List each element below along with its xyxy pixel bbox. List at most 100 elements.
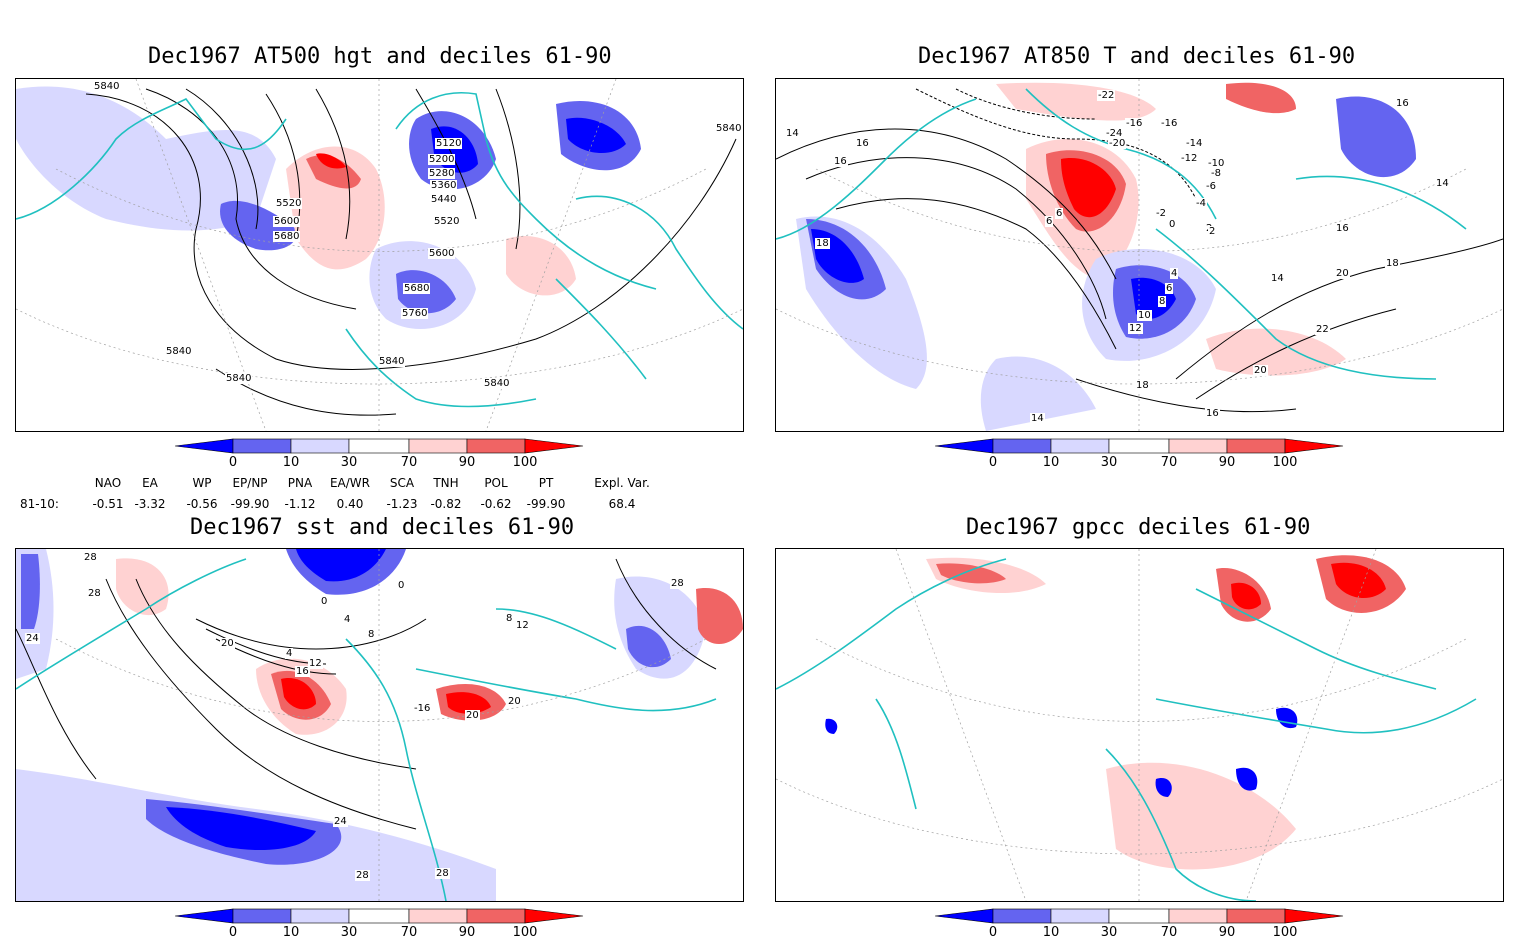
contour-label: 28	[670, 578, 685, 589]
contour-label: 4	[343, 614, 352, 625]
colorbar-label: 100	[1272, 455, 1298, 470]
colorbar-label: 10	[282, 925, 300, 940]
contour-label: -22	[1097, 90, 1116, 101]
contour-label: 20	[465, 710, 480, 721]
colorbar-segment	[348, 908, 410, 924]
colorbar-label: 100	[512, 925, 538, 940]
panel-title-hgt500: Dec1967 AT500 hgt and deciles 61-90	[148, 44, 612, 69]
contour-label: 5520	[433, 216, 461, 227]
contour-label: -8	[1210, 168, 1222, 179]
colorbar-label: 30	[340, 455, 358, 470]
blob-red-center-core	[281, 678, 316, 710]
blob-blue-2	[1276, 707, 1298, 729]
index-header: POL	[484, 476, 508, 490]
contour-label: 0	[397, 580, 406, 591]
colorbar-arrow-high	[524, 908, 584, 924]
contour-label: 28	[355, 870, 370, 881]
contour-label: 16	[295, 666, 310, 677]
colorbar-label: 90	[458, 925, 476, 940]
contour-label: -14	[1185, 138, 1204, 149]
colorbar-segment	[408, 908, 468, 924]
blob-red-south-light	[1106, 762, 1296, 870]
contour-label: 20	[1253, 365, 1268, 376]
blob-blue-south	[980, 356, 1096, 431]
blob-red-mid	[306, 155, 361, 189]
blob-red-north	[996, 82, 1156, 121]
contour-label: 20	[220, 638, 235, 649]
graticule	[16, 79, 743, 431]
blob-blue-4	[1155, 778, 1172, 797]
colorbar-segment	[232, 438, 292, 454]
index-header: PNA	[287, 476, 313, 490]
contour-label: 8	[505, 613, 514, 624]
colorbar-label: 70	[400, 925, 418, 940]
contour-label: 28	[83, 552, 98, 563]
contour-label: 22	[1315, 324, 1330, 335]
contour-label: 5680	[273, 231, 301, 242]
contour-label: 12	[1128, 323, 1143, 334]
blob-red-center-core	[1061, 158, 1116, 218]
contour-label: 18	[1135, 380, 1150, 391]
contour-label: 6	[1165, 283, 1174, 294]
index-value: -0.51	[92, 497, 124, 511]
colorbar-arrow-high	[524, 438, 584, 454]
index-header: SCA	[389, 476, 415, 490]
colorbar-label: 30	[340, 925, 358, 940]
colorbar-4: 0 10 30 70 90 100	[935, 908, 1355, 948]
colorbar-arrow-low	[935, 908, 994, 924]
index-header: EA	[142, 476, 158, 490]
colorbar-segment	[1108, 908, 1170, 924]
contour-label: -4	[1195, 198, 1207, 209]
contour-label: 5840	[715, 123, 743, 134]
colorbar-segment	[992, 438, 1052, 454]
blob-blue-east	[1336, 96, 1416, 178]
colorbar-label: 90	[1218, 925, 1236, 940]
index-value: 68.4	[608, 497, 636, 511]
blob-blue-light	[16, 86, 276, 231]
colorbar-segment	[1168, 438, 1228, 454]
colorbar-svg	[935, 438, 1344, 454]
contour-label: 14	[1435, 178, 1450, 189]
blob-red-dark	[316, 153, 346, 169]
contour-label: 20	[1335, 268, 1350, 279]
contour-label: 8	[367, 629, 376, 640]
colorbar-label: 30	[1100, 925, 1118, 940]
index-value: -3.32	[134, 497, 166, 511]
colorbar-label: 90	[1218, 455, 1236, 470]
colorbar-segment	[466, 438, 526, 454]
contour-label: -16	[1160, 118, 1179, 129]
colorbar-segment	[1050, 908, 1110, 924]
contour-label: 6	[1055, 208, 1064, 219]
contour-label: 5200	[428, 154, 456, 165]
panel-title-t850: Dec1967 AT850 T and deciles 61-90	[918, 44, 1356, 69]
contour-label: 5600	[428, 248, 456, 259]
blob-blue-south-core	[166, 807, 316, 851]
contour-label: 5440	[430, 194, 458, 205]
colorbar-arrow-high	[1284, 438, 1344, 454]
index-header: EP/NP	[232, 476, 268, 490]
contour-label: -6	[1205, 181, 1217, 192]
contour-label: 14	[785, 128, 800, 139]
contour-label: 0	[1168, 219, 1177, 230]
index-value: -1.23	[386, 497, 418, 511]
coastlines	[776, 558, 1477, 901]
colorbar-2: 0 10 30 70 90 100	[935, 438, 1355, 478]
contour-label: -2	[1155, 208, 1167, 219]
index-value: -99.90	[526, 497, 566, 511]
map-gpcc-svg	[776, 549, 1503, 901]
colorbar-label: 0	[228, 925, 238, 940]
colorbar-segment	[290, 908, 350, 924]
index-header: TNH	[433, 476, 459, 490]
contour-label: 5360	[430, 180, 458, 191]
blob-blue-1	[1236, 767, 1258, 791]
contour-label: 12	[515, 620, 530, 631]
colorbar-segment	[1108, 438, 1170, 454]
index-value: -99.90	[230, 497, 270, 511]
colorbar-label: 90	[458, 455, 476, 470]
blob-red-med-core	[446, 692, 491, 714]
index-header: EA/WR	[329, 476, 371, 490]
colorbar-svg	[175, 908, 584, 924]
contour-label: 14	[1030, 413, 1045, 424]
index-value: 0.40	[336, 497, 364, 511]
map-t850	[775, 78, 1504, 432]
